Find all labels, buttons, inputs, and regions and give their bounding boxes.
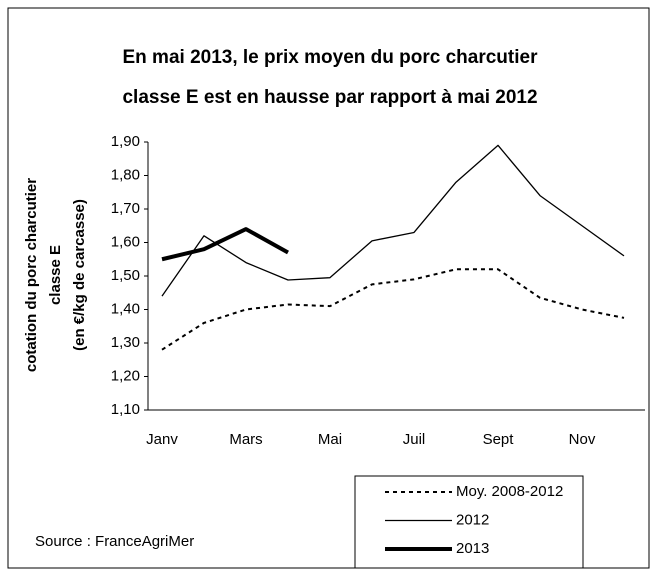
y-tick-label: 1,70 xyxy=(111,200,140,217)
legend-label: Moy. 2008-2012 xyxy=(456,483,563,500)
chart-title: classe E est en hausse par rapport à mai… xyxy=(122,87,537,108)
legend-label: 2013 xyxy=(456,540,489,557)
y-tick-label: 1,20 xyxy=(111,367,140,384)
y-tick-label: 1,30 xyxy=(111,334,140,351)
legend-box xyxy=(354,475,584,569)
series-line xyxy=(161,144,625,297)
y-axis-label-line: cotation du porc charcutier xyxy=(23,178,40,372)
x-tick-label: Janv xyxy=(146,431,178,448)
y-axis-label: cotation du porc charcutier classe E (en… xyxy=(23,178,88,372)
y-tick-label: 1,50 xyxy=(111,267,140,284)
source-note: Source : FranceAgriMer xyxy=(35,533,194,550)
y-tick-label: 1,80 xyxy=(111,166,140,183)
series-line xyxy=(161,268,625,351)
y-tick-label: 1,40 xyxy=(111,300,140,317)
y-axis-label-line: classe E xyxy=(47,245,64,305)
x-tick-label: Mai xyxy=(318,431,342,448)
chart-title: En mai 2013, le prix moyen du porc charc… xyxy=(123,47,539,68)
x-tick-label: Nov xyxy=(569,431,596,448)
series-line xyxy=(161,227,289,262)
x-tick-label: Sept xyxy=(483,431,515,448)
chart-frame xyxy=(7,7,650,569)
y-axis-label-line: (en €/kg de carcasse) xyxy=(71,199,88,351)
y-tick-label: 1,60 xyxy=(111,233,140,250)
y-tick-label: 1,10 xyxy=(111,401,140,418)
x-tick-label: Mars xyxy=(229,431,262,448)
x-tick-label: Juil xyxy=(403,431,426,448)
legend-label: 2012 xyxy=(456,511,489,528)
y-tick-label: 1,90 xyxy=(111,133,140,150)
